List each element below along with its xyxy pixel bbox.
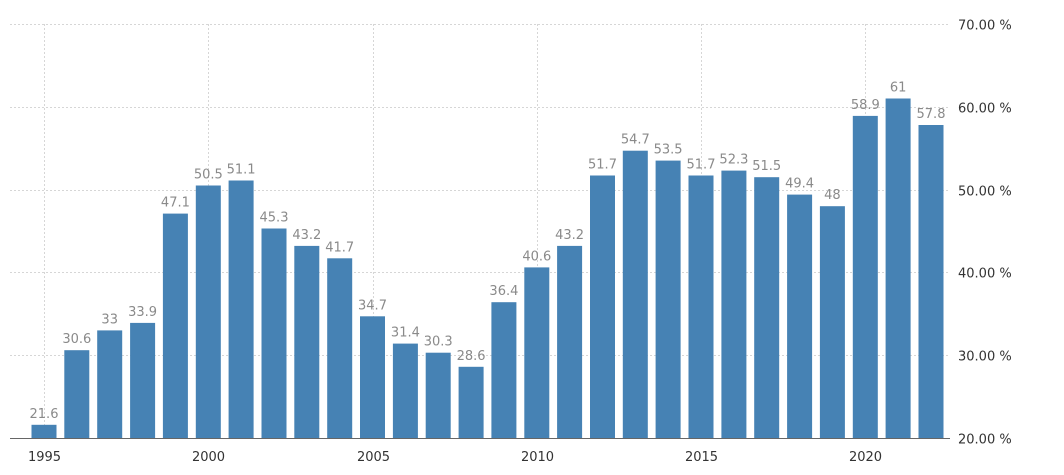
data-label: 52.3 (719, 153, 748, 168)
bar (688, 175, 714, 438)
bar (655, 160, 681, 438)
bar (622, 150, 648, 438)
data-label: 57.8 (917, 107, 946, 122)
data-labels: 21.630.633 33.947.150.5 51.145.343.241.734… (30, 81, 946, 422)
bar (261, 228, 287, 438)
data-label: 49.4 (785, 177, 814, 192)
y-tick-label: 70.00 % (958, 19, 1012, 34)
data-label: 36.4 (489, 284, 518, 299)
bar (754, 177, 780, 438)
data-label: 45.3 (260, 211, 289, 226)
bar (294, 245, 320, 438)
bar (327, 258, 353, 438)
data-label: 51.7 (588, 158, 617, 173)
bars (31, 98, 944, 439)
y-tick-label: 50.00 % (958, 185, 1012, 200)
bar (491, 302, 517, 438)
bar (721, 170, 747, 438)
bar (885, 98, 911, 438)
data-label: 33 (101, 312, 118, 327)
data-label: 28.6 (457, 349, 486, 364)
y-tick-label: 40.00 % (958, 267, 1012, 282)
bar (162, 213, 188, 438)
data-label: 33.9 (128, 305, 157, 320)
data-label: 50.5 (194, 168, 223, 183)
data-label: 30.6 (62, 332, 91, 347)
y-tick-label: 30.00 % (958, 350, 1012, 365)
data-label: 41.7 (325, 240, 354, 255)
data-label: 51.1 (227, 163, 256, 178)
x-tick-label: 1995 (28, 450, 61, 465)
bar (918, 125, 944, 438)
x-tick-label: 2020 (849, 450, 882, 465)
x-tick-label: 2010 (521, 450, 554, 465)
data-label: 30.3 (424, 335, 453, 350)
data-label: 58.9 (851, 98, 880, 113)
bar (195, 185, 221, 438)
x-tick-label: 2000 (192, 450, 225, 465)
bar (130, 322, 156, 438)
bar (360, 316, 385, 438)
bar (819, 206, 845, 438)
bar (392, 343, 418, 438)
data-label: 51.5 (752, 159, 781, 174)
bar (31, 424, 57, 438)
data-label: 43.2 (292, 228, 321, 243)
y-tick-label: 20.00 % (958, 433, 1012, 448)
data-label: 21.6 (30, 407, 59, 422)
y-axis: 20.00 % 30.00 % 40.00 % 50.00 % 60.00 % 70.00… (958, 19, 1012, 448)
bar (590, 175, 615, 438)
bar (64, 350, 90, 438)
bar (97, 330, 123, 438)
data-label: 61 (890, 81, 907, 96)
bar (524, 267, 550, 438)
data-label: 34.7 (358, 298, 387, 313)
bar (228, 180, 254, 438)
bar (425, 352, 451, 438)
bar (557, 245, 583, 438)
bar (787, 194, 813, 438)
x-axis: 1995 2000 2005 2010 2015 2020 (10, 438, 950, 465)
data-label: 54.7 (621, 133, 650, 148)
data-label: 51.7 (687, 158, 716, 173)
data-label: 53.5 (654, 143, 683, 158)
bar (458, 366, 484, 438)
data-label: 40.6 (522, 249, 551, 264)
x-tick-label: 2005 (357, 450, 390, 465)
data-label: 43.2 (555, 228, 584, 243)
data-label: 48 (824, 188, 841, 203)
x-tick-label: 2015 (685, 450, 718, 465)
data-label: 47.1 (161, 196, 190, 211)
y-tick-label: 60.00 % (958, 102, 1012, 117)
data-label: 31.4 (391, 326, 420, 341)
bar (852, 115, 878, 439)
